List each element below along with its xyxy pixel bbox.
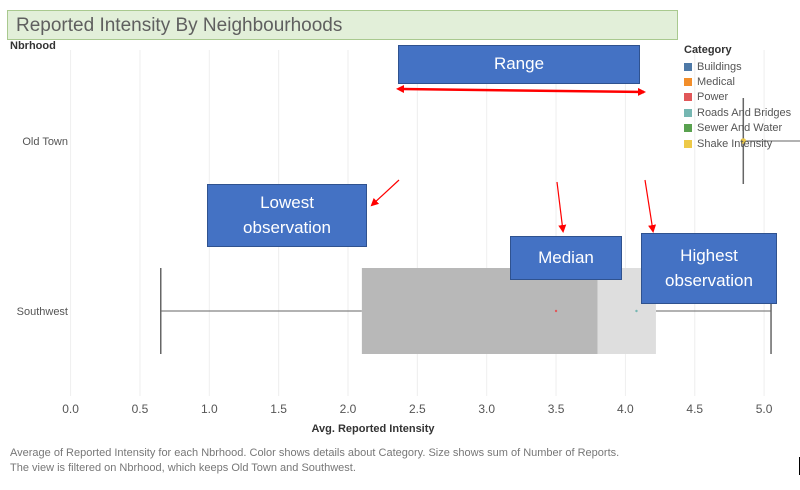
caption-line-1: Average of Reported Intensity for each N…: [10, 447, 620, 459]
legend-swatch: [684, 139, 692, 148]
legend-label: Shake Intensity: [697, 137, 773, 150]
x-tick-label: 0.5: [132, 402, 149, 416]
legend-title: Category: [684, 44, 732, 56]
category-label: Old Town: [22, 136, 68, 148]
x-tick-label: 3.5: [548, 402, 565, 416]
chart-title-box: Reported Intensity By Neighbourhoods: [7, 10, 678, 40]
legend-swatch: [684, 93, 692, 102]
x-tick-label: 2.0: [340, 402, 357, 416]
legend-swatch: [684, 78, 692, 87]
category-labels: Old Town Southwest: [17, 136, 68, 318]
x-tick-label: 1.5: [270, 402, 287, 416]
legend-label: Sewer And Water: [697, 122, 783, 135]
legend-item: Power: [684, 90, 791, 105]
x-tick-label: 4.5: [686, 402, 703, 416]
median-callout: Median: [510, 236, 622, 280]
median-callout-label: Median: [538, 247, 594, 267]
x-tick-label: 3.0: [478, 402, 495, 416]
x-tick-label: 5.0: [756, 402, 773, 416]
range-callout: Range: [398, 45, 640, 84]
data-point: [740, 138, 747, 144]
x-axis-title: Avg. Reported Intensity: [311, 423, 435, 435]
legend-item: Roads And Bridges: [684, 105, 791, 120]
median-arrow: [556, 181, 567, 233]
lowest-observation-callout: Lowest observation: [207, 184, 367, 247]
highest-callout-label: Highest observation: [665, 245, 753, 290]
legend: Category Buildings Medical Power Roads And …: [684, 44, 791, 151]
x-tick-labels: 0.00.51.01.52.02.53.03.54.04.55.05.56.06…: [62, 402, 773, 416]
legend-item: Sewer And Water: [684, 121, 791, 136]
legend-swatch: [684, 124, 692, 133]
lowest-callout-label: Lowest observation: [243, 192, 331, 237]
box-lower-half: [361, 268, 598, 354]
data-point: [635, 309, 638, 313]
legend-label: Roads And Bridges: [697, 106, 792, 119]
x-tick-label: 2.5: [409, 402, 426, 416]
legend-item: Shake Intensity: [684, 136, 791, 151]
legend-item: Buildings: [684, 59, 791, 74]
chart-caption: Average of Reported Intensity for each N…: [10, 446, 700, 476]
legend-label: Power: [697, 91, 729, 104]
caption-line-2: The view is filtered on Nbrhood, which k…: [10, 462, 356, 474]
data-point: [554, 309, 558, 313]
x-tick-label: 1.0: [201, 402, 218, 416]
range-callout-label: Range: [493, 54, 545, 74]
lowest-arrow: [370, 179, 400, 207]
x-tick-label: 0.0: [62, 402, 79, 416]
category-label: Southwest: [17, 306, 68, 318]
chart-title: Reported Intensity By Neighbourhoods: [16, 15, 343, 36]
y-axis-title: Nbrhood: [10, 40, 56, 52]
highest-observation-callout: Highest observation: [641, 233, 777, 304]
highest-arrow: [644, 179, 657, 233]
range-arrow: [396, 85, 646, 96]
legend-label: Buildings: [697, 60, 742, 73]
data-points: [554, 138, 747, 313]
annotation-arrows: [370, 85, 657, 233]
legend-swatch: [684, 62, 692, 71]
legend-label: Medical: [697, 76, 735, 89]
legend-swatch: [684, 108, 692, 117]
x-tick-label: 4.0: [617, 402, 634, 416]
legend-items: Buildings Medical Power Roads And Bridges Se…: [684, 59, 791, 151]
legend-item: Medical: [684, 74, 791, 89]
